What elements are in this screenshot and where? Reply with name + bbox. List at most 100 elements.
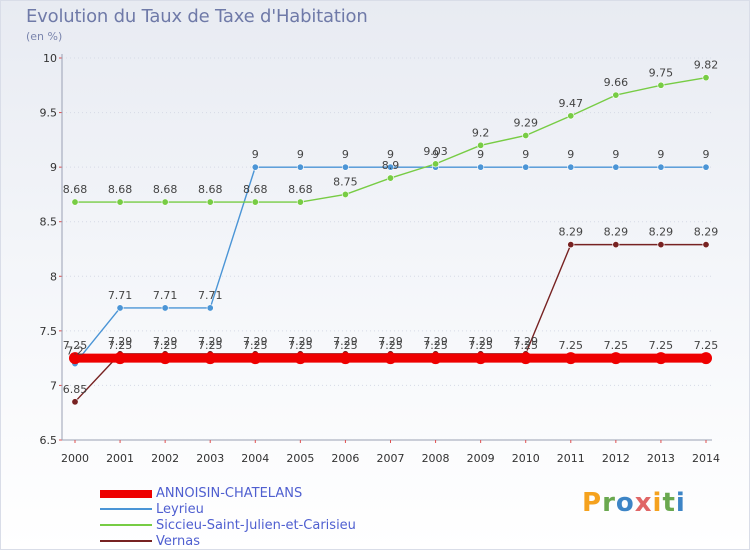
data-label: 7.25 — [288, 339, 313, 352]
legend-swatch — [100, 540, 152, 542]
data-label: 9 — [477, 148, 484, 161]
legend-swatch — [100, 508, 152, 510]
data-point — [206, 198, 214, 206]
data-label: 7.25 — [649, 339, 674, 352]
data-label: 7.25 — [198, 339, 223, 352]
x-tick-label: 2012 — [602, 452, 630, 465]
data-label: 9.2 — [472, 126, 490, 139]
data-point — [522, 163, 530, 171]
data-label: 8.75 — [333, 175, 358, 188]
x-tick-label: 2014 — [692, 452, 720, 465]
y-tick-label: 9 — [50, 161, 57, 174]
data-point — [161, 198, 169, 206]
data-label: 7.25 — [153, 339, 178, 352]
x-tick-label: 2011 — [557, 452, 585, 465]
data-point — [204, 352, 217, 365]
data-point — [654, 352, 667, 365]
data-point — [386, 163, 394, 171]
data-point — [206, 304, 214, 312]
data-label: 9.47 — [559, 97, 584, 110]
data-label: 9 — [612, 148, 619, 161]
data-label: 9 — [432, 148, 439, 161]
data-point — [114, 352, 127, 365]
data-point — [612, 241, 620, 249]
x-tick-label: 2005 — [286, 452, 314, 465]
data-point — [657, 241, 665, 249]
data-point — [341, 190, 349, 198]
data-label: 7.25 — [423, 339, 448, 352]
data-label: 7.71 — [153, 289, 178, 302]
x-tick-label: 2002 — [151, 452, 179, 465]
data-label: 7.29 — [198, 335, 223, 348]
data-point — [296, 163, 304, 171]
data-point — [251, 163, 259, 171]
data-label: 9 — [567, 148, 574, 161]
data-point — [522, 131, 530, 139]
data-label: 9 — [387, 148, 394, 161]
data-label: 9.03 — [423, 145, 448, 158]
data-label: 8.68 — [198, 183, 223, 196]
legend-swatch — [100, 490, 152, 498]
data-label: 7.29 — [423, 335, 448, 348]
data-point — [477, 141, 485, 149]
data-label: 7.25 — [694, 339, 719, 352]
data-label: 7.25 — [63, 339, 88, 352]
data-point — [294, 352, 307, 365]
y-tick-label: 9.5 — [40, 107, 58, 120]
data-label: 7.29 — [513, 335, 538, 348]
data-point — [432, 160, 440, 168]
data-label: 9.66 — [604, 76, 629, 89]
y-tick-label: 6.5 — [40, 434, 58, 447]
data-point — [477, 163, 485, 171]
data-label: 8.68 — [288, 183, 313, 196]
x-tick-label: 2009 — [467, 452, 495, 465]
data-point — [71, 198, 79, 206]
data-point — [69, 352, 81, 365]
data-point — [429, 352, 442, 365]
data-point — [386, 174, 394, 182]
y-tick-label: 10 — [43, 52, 57, 65]
data-label: 7.25 — [468, 339, 493, 352]
data-label: 8.68 — [153, 183, 178, 196]
data-label: 8.29 — [694, 226, 719, 239]
data-label: 7.29 — [378, 335, 403, 348]
legend-label: Siccieu-Saint-Julien-et-Carisieu — [156, 518, 356, 533]
x-tick-label: 2007 — [377, 452, 405, 465]
data-label: 9 — [342, 148, 349, 161]
data-label: 8.29 — [649, 226, 674, 239]
data-label: 9 — [297, 148, 304, 161]
data-point — [702, 241, 710, 249]
data-label: 7.71 — [198, 289, 223, 302]
x-tick-label: 2003 — [196, 452, 224, 465]
data-label: 9.29 — [513, 116, 538, 129]
data-label: 9 — [252, 148, 259, 161]
y-tick-label: 8 — [50, 270, 57, 283]
legend-label: ANNOISIN-CHATELANS — [156, 486, 303, 501]
y-tick-label: 8.5 — [40, 216, 58, 229]
x-tick-label: 2001 — [106, 452, 134, 465]
legend-swatch — [100, 524, 152, 526]
data-label: 9 — [522, 148, 529, 161]
data-label: 6.85 — [63, 383, 88, 396]
data-point — [564, 352, 577, 365]
data-label: 7.29 — [108, 335, 133, 348]
x-tick-label: 2010 — [512, 452, 540, 465]
data-point — [71, 398, 79, 406]
legend-label: Leyrieu — [156, 502, 204, 517]
data-point — [702, 74, 710, 82]
x-tick-label: 2000 — [61, 452, 89, 465]
data-point — [159, 352, 172, 365]
data-point — [161, 304, 169, 312]
data-point — [341, 163, 349, 171]
data-label: 7.25 — [513, 339, 538, 352]
data-label: 8.29 — [604, 226, 629, 239]
data-point — [296, 198, 304, 206]
data-point — [609, 352, 622, 365]
brand-logo: Proxiti — [582, 488, 686, 518]
data-point — [612, 91, 620, 99]
data-point — [116, 304, 124, 312]
data-label: 8.29 — [559, 226, 584, 239]
data-label: 7.25 — [333, 339, 358, 352]
